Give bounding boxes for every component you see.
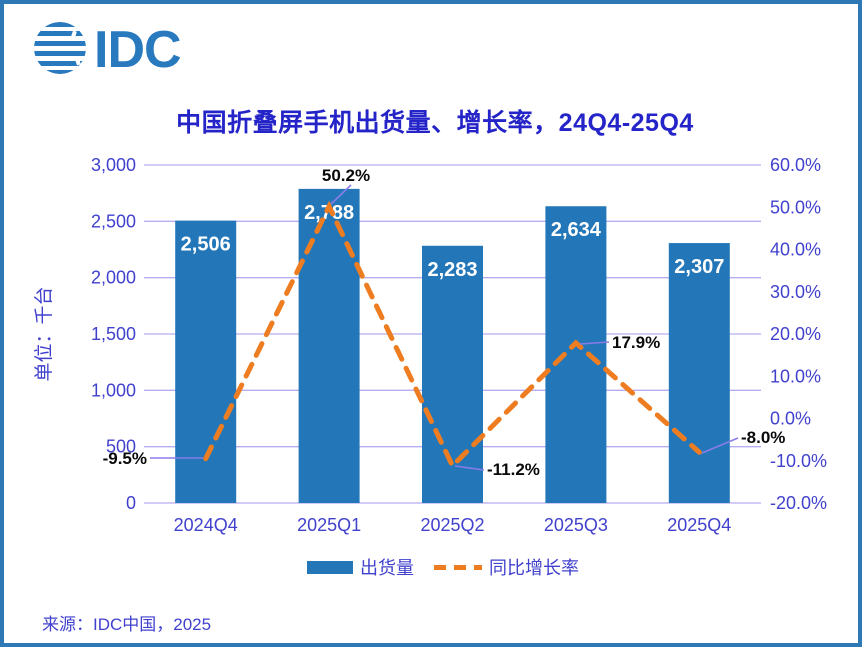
y-axis-tick-label: 3,000 bbox=[91, 155, 136, 175]
chart: 0 500 1,000 1,500 2,000 2,500 3,000 -20.0% -10.0… bbox=[33, 155, 827, 578]
bar-value-label: 2,506 bbox=[181, 234, 231, 256]
y2-axis-tick-label: -20.0% bbox=[770, 493, 827, 513]
leader-line bbox=[579, 341, 610, 345]
bar-value-label: 2,788 bbox=[304, 202, 354, 224]
growth-point-label: -8.0% bbox=[741, 428, 785, 447]
y-axis-tick-label: 500 bbox=[106, 437, 136, 457]
x-axis-tick-label: 2025Q4 bbox=[667, 515, 731, 535]
idc-logo: IDC bbox=[34, 21, 182, 78]
leader-line bbox=[454, 465, 485, 471]
y2-axis-tick-label: 30.0% bbox=[770, 282, 821, 302]
growth-point-label: 17.9% bbox=[612, 333, 660, 352]
y2-axis-tick-label: 40.0% bbox=[770, 240, 821, 260]
bar-value-label: 2,634 bbox=[551, 219, 602, 241]
x-axis-tick-label: 2025Q3 bbox=[544, 515, 608, 535]
growth-point-label: -11.2% bbox=[487, 460, 540, 479]
y2-axis-tick-label: 60.0% bbox=[770, 155, 821, 175]
bar bbox=[545, 206, 607, 503]
y2-axis-tick-label: 0.0% bbox=[770, 409, 811, 429]
y-axis-title: 单位：千台 bbox=[33, 286, 55, 381]
y-axis-tick-label: 2,000 bbox=[91, 268, 136, 288]
bar-value-label: 2,307 bbox=[674, 256, 724, 278]
x-axis-tick-label: 2025Q1 bbox=[297, 515, 361, 535]
y2-axis-tick-label: 50.0% bbox=[770, 197, 821, 217]
growth-line bbox=[203, 200, 702, 471]
legend-swatch-bar bbox=[307, 561, 353, 574]
y-axis-tick-label: 1,500 bbox=[91, 324, 136, 344]
y2-axis-tick-label: 10.0% bbox=[770, 366, 821, 386]
x-axis-tick-label: 2024Q4 bbox=[174, 515, 238, 535]
x-axis-tick-label: 2025Q2 bbox=[420, 515, 484, 535]
logo-text: IDC bbox=[94, 21, 181, 78]
source-note: 来源：IDC中国，2025 bbox=[42, 615, 212, 634]
bar bbox=[668, 243, 730, 503]
y2-axis-tick-label: 20.0% bbox=[770, 324, 821, 344]
bar-value-label: 2,283 bbox=[427, 259, 477, 281]
y2-axis-tick-label: -10.0% bbox=[770, 451, 827, 471]
chart-title: 中国折叠屏手机出货量、增长率，24Q4-25Q4 bbox=[176, 109, 694, 137]
y-axis-tick-label: 2,500 bbox=[91, 211, 136, 231]
leader-line bbox=[701, 437, 739, 454]
growth-point-label: -9.5% bbox=[103, 449, 147, 468]
globe-icon bbox=[34, 22, 86, 74]
growth-point-label: 50.2% bbox=[322, 166, 370, 185]
bar bbox=[298, 188, 360, 504]
y-axis-tick-label: 0 bbox=[126, 493, 136, 513]
y-axis-tick-label: 1,000 bbox=[91, 380, 136, 400]
legend: 出货量 同比增长率 bbox=[307, 558, 579, 578]
legend-label-growth: 同比增长率 bbox=[489, 558, 579, 578]
leader-line bbox=[330, 184, 352, 205]
legend-label-shipments: 出货量 bbox=[360, 558, 414, 578]
